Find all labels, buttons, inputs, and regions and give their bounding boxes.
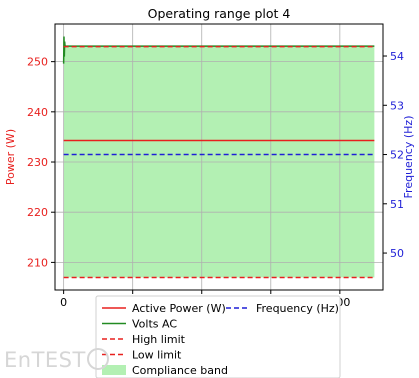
legend-label: Compliance band	[132, 364, 228, 377]
legend-label: Active Power (W)	[132, 302, 226, 315]
chart-title: Operating range plot 4	[148, 6, 291, 21]
x-tick-label: 0	[60, 296, 67, 309]
legend-label: High limit	[132, 333, 186, 346]
legend-box	[95, 295, 341, 378]
y-tick-label: 230	[27, 156, 48, 169]
y2-tick-label: 51	[390, 198, 404, 211]
y2-tick-label: 50	[390, 247, 404, 260]
y2-tick-label: 52	[390, 149, 404, 162]
entest-logo: EnTEST	[4, 348, 109, 372]
y2-tick-label: 53	[390, 99, 404, 112]
legend-label: Low limit	[132, 349, 182, 362]
plot-frame	[54, 23, 384, 291]
y-tick-label: 240	[27, 106, 48, 119]
y-axis-label: Power (W)	[4, 129, 17, 185]
y-tick-label: 220	[27, 206, 48, 219]
y2-tick-label: 54	[390, 50, 404, 63]
legend-label: Frequency (Hz)	[256, 302, 339, 315]
y-tick-label: 250	[27, 56, 48, 69]
y2-axis-label: Frequency (Hz)	[402, 116, 415, 199]
legend-swatch	[102, 365, 126, 375]
y-tick-label: 210	[27, 256, 48, 269]
legend-label: Volts AC	[132, 318, 177, 331]
logo-text: EnTEST	[4, 348, 86, 372]
